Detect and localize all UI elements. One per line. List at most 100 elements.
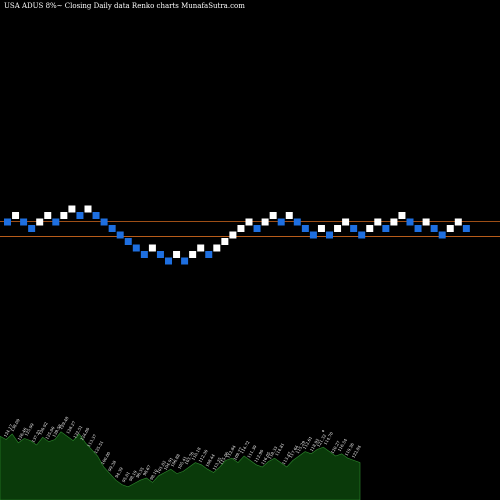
renko-brick-up [60,212,68,219]
renko-brick-down [20,218,28,226]
volume-label: 139.58 [51,423,63,438]
volume-label: 114.72 [239,439,251,454]
volume-label: 103.76 [184,450,196,465]
renko-brick-down [116,231,124,239]
renko-brick-down [124,238,132,245]
volume-label: 125.51 [93,440,104,455]
renko-brick-up [334,225,342,232]
volume-area [0,431,361,500]
renko-brick-down [326,231,333,239]
volume-label: 113.37 [86,433,98,448]
renko-brick-down [414,225,422,232]
renko-brick-down [92,212,100,219]
volume-label: 118.92 [309,437,321,452]
renko-brick-down [277,218,285,226]
renko-brick-down [406,218,414,226]
renko-brick-up [398,212,406,219]
renko-brick-up [446,225,454,232]
volume-marker: x [322,428,325,433]
volume-label: 121.32 [316,433,328,448]
renko-brick-up [285,212,293,219]
volume-label: 129.48 [58,415,70,430]
renko-brick-down [28,225,36,232]
renko-brick-up [221,238,229,245]
renko-brick-up [148,244,156,252]
volume-label: 124.17 [3,423,15,438]
volume-label: 126.46 [16,426,28,441]
volume-label: 125.99 [23,422,35,437]
renko-brick-up [374,218,382,226]
volume-label: 120.27 [330,439,342,454]
volume-label: 116.05 [260,450,272,465]
renko-brick-down [108,225,116,232]
volume-label: 109.77 [232,446,244,461]
renko-brick-up [366,225,374,232]
renko-brick-up [44,212,52,219]
renko-brick-up [422,218,430,226]
renko-brick-up [342,218,350,226]
renko-brick-up [261,218,269,226]
volume-label: 96.35 [135,466,145,479]
volume-label: 124.00 [79,426,91,441]
volume-label: 105.41 [177,455,188,470]
volume-label: 128.27 [65,420,77,435]
renko-bricks [4,205,470,265]
renko-brick-down [293,218,301,226]
renko-brick-up [84,205,92,213]
volume-label: 113.47 [281,450,293,465]
chart-title: USA ADUS 8%~ Closing Daily data Renko ch… [4,2,245,10]
renko-brick-down [350,225,358,232]
renko-brick-down [156,251,164,258]
renko-brick-up [12,212,20,219]
volume-label: 98.67 [142,464,152,477]
renko-brick-down [165,257,172,265]
volume-label: 125.00 [44,425,56,440]
renko-brick-down [430,225,438,232]
volume-label: 106.88 [170,453,182,468]
renko-brick-up [189,251,197,258]
volume-label: 101.02 [156,459,168,474]
renko-brick-down [358,231,366,239]
volume-label: 114.70 [323,431,335,446]
volume-label: 110.18 [190,446,202,461]
renko-brick-down [253,225,261,232]
renko-brick-up [390,218,398,226]
renko-brick-down [301,225,309,232]
volume-label: 115.29 [295,439,307,454]
volume-label: 112.84 [225,444,237,459]
renko-brick-up [245,218,253,226]
renko-brick-down [438,231,446,239]
volume-area-path [0,431,361,500]
volume-label: 137.23 [30,428,42,443]
volume-label: 95.01 [121,471,131,483]
volume-label: 111.39 [246,444,258,459]
volume-label: 119.36 [344,442,356,457]
renko-brick-down [462,225,470,232]
renko-brick-up [36,218,44,226]
volume-label: 118.33 [267,445,279,460]
volume-label: 100.00 [100,450,112,465]
volume-label: 112.90 [253,448,265,463]
volume-label: 98.10 [149,468,159,481]
volume-label: 132.51 [72,424,83,439]
renko-brick-down [309,231,317,239]
volume-label: 117.64 [288,444,300,459]
renko-brick-up [68,205,76,213]
renko-brick-down [382,225,390,232]
renko-brick-up [317,225,325,232]
volume-label: 112.30 [197,448,209,463]
renko-brick-up [454,218,462,226]
volume-label: 114.81 [274,442,285,457]
volume-label: 104.91 [163,456,174,471]
renko-brick-down [4,218,11,226]
volume-label: 113.25 [211,456,223,471]
volume-label: 108.44 [204,453,216,468]
renko-brick-up [173,251,181,258]
renko-brick-up [197,244,205,252]
volume-label: 122.84 [351,444,363,459]
renko-brick-down [132,244,140,252]
renko-brick-down [140,251,148,258]
renko-brick-down [100,218,108,226]
volume-label: 116.54 [337,437,349,452]
volume-label: 94.39 [114,466,124,479]
